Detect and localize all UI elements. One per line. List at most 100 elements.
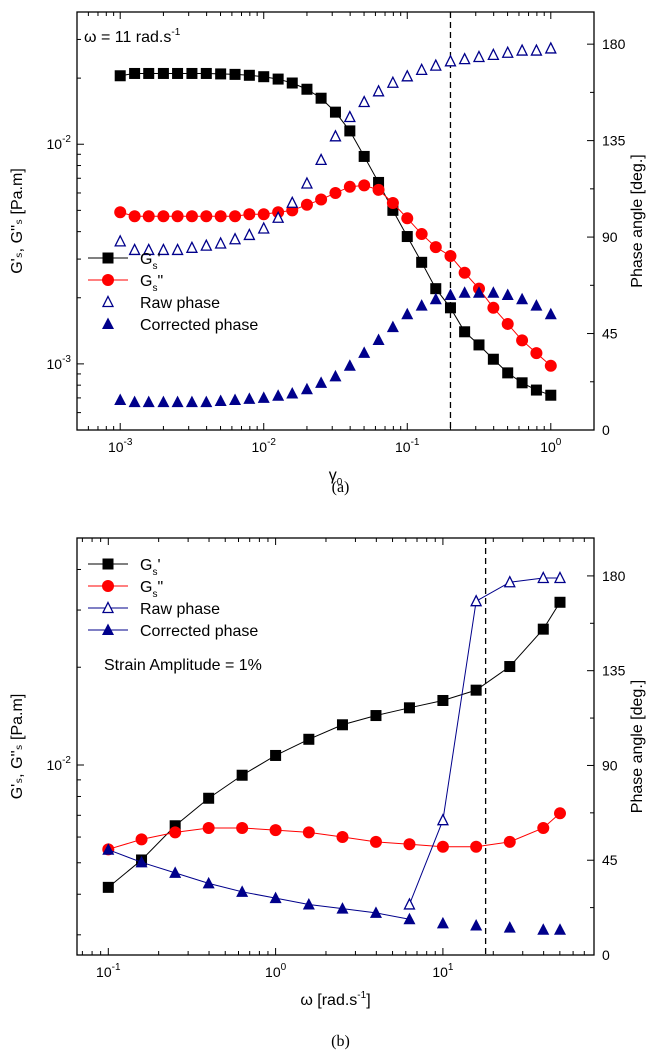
data-point xyxy=(200,210,213,223)
data-point xyxy=(114,70,126,82)
legend-marker xyxy=(102,252,114,264)
data-point xyxy=(171,395,184,408)
legend-label: Raw phase xyxy=(140,601,220,618)
data-point xyxy=(470,919,483,931)
data-point xyxy=(171,242,184,256)
x-tick-label: 10-1 xyxy=(395,437,420,455)
data-point xyxy=(444,249,457,262)
data-point xyxy=(315,376,328,388)
data-point xyxy=(315,92,327,104)
data-point xyxy=(501,45,514,58)
series-corrected-phase xyxy=(102,843,566,935)
legend-marker xyxy=(102,317,114,329)
data-point xyxy=(501,317,514,330)
data-point xyxy=(458,52,471,65)
data-point xyxy=(373,176,385,188)
data-point xyxy=(444,54,457,67)
x-tick-label: 101 xyxy=(432,962,454,980)
data-point xyxy=(537,623,549,635)
data-point xyxy=(203,792,215,804)
y-tick-label: 10-2 xyxy=(47,755,72,773)
data-point xyxy=(503,575,516,588)
data-point xyxy=(200,238,213,251)
data-point xyxy=(185,210,198,223)
data-point xyxy=(386,320,399,333)
data-point xyxy=(114,393,127,405)
data-point xyxy=(343,359,356,371)
data-point xyxy=(516,334,529,347)
series-gs- xyxy=(114,179,557,372)
data-point xyxy=(315,193,328,206)
y-axis-label: G'ₛ, G''ₛ [Pa.m] xyxy=(9,694,26,800)
y-axis-label: G'ₛ, G''ₛ [Pa.m] xyxy=(9,168,26,274)
data-point xyxy=(504,661,516,673)
data-point xyxy=(372,183,385,196)
x-axis-label: ω [rad.s-1] xyxy=(300,990,370,1009)
data-point xyxy=(444,288,457,300)
data-point xyxy=(172,67,184,79)
annotation-text: Strain Amplitude = 1% xyxy=(104,657,262,674)
data-point xyxy=(300,176,313,189)
data-point xyxy=(530,347,543,360)
data-point xyxy=(401,212,414,225)
data-point xyxy=(487,286,500,298)
data-point xyxy=(429,241,442,254)
data-point xyxy=(102,881,114,893)
data-point xyxy=(537,923,550,935)
data-point xyxy=(329,369,342,382)
legend-label: Corrected phase xyxy=(140,317,258,334)
data-point xyxy=(553,807,566,820)
data-point xyxy=(415,62,428,76)
chart-panel-1: 10-1 100 101 10-2 0 45 90 135 180 G'ₛ, G''ₛ [Pa.m… xyxy=(9,537,646,1050)
data-point xyxy=(401,69,414,82)
data-point xyxy=(272,210,285,223)
data-point xyxy=(272,389,285,401)
data-point xyxy=(416,256,428,268)
data-point xyxy=(214,394,227,407)
data-point xyxy=(369,835,382,848)
data-point xyxy=(336,719,348,731)
data-point xyxy=(358,150,370,162)
legend-marker xyxy=(102,558,114,570)
data-point xyxy=(171,210,184,223)
y2-axis-label: Phase angle [deg.] xyxy=(629,154,646,287)
x-tick-label: 10-2 xyxy=(251,437,276,455)
data-point xyxy=(415,299,428,311)
data-point xyxy=(403,838,416,851)
data-point xyxy=(470,684,482,696)
series-gs- xyxy=(102,596,566,893)
panel-caption: (b) xyxy=(331,1033,350,1050)
y2-tick-label: 135 xyxy=(602,133,626,149)
legend-marker xyxy=(101,295,115,308)
data-point xyxy=(257,221,270,234)
data-point xyxy=(229,68,241,80)
data-point xyxy=(530,299,543,311)
data-point xyxy=(185,395,198,408)
y2-tick-label: 180 xyxy=(602,568,626,584)
data-point xyxy=(128,395,141,408)
legend-label: Raw phase xyxy=(140,295,220,312)
data-point xyxy=(157,67,169,79)
data-point xyxy=(544,359,557,372)
data-point xyxy=(516,43,529,56)
legend-marker xyxy=(102,274,114,286)
data-point xyxy=(544,41,557,54)
data-point xyxy=(516,292,529,305)
data-point xyxy=(142,242,155,256)
data-point xyxy=(503,835,516,848)
series-line xyxy=(120,184,552,367)
series-gs- xyxy=(102,807,566,856)
data-point xyxy=(329,129,342,142)
data-point xyxy=(545,389,557,401)
y2-tick-label: 45 xyxy=(602,326,618,342)
data-point xyxy=(530,384,542,396)
data-point xyxy=(553,571,567,584)
data-point xyxy=(429,58,442,71)
data-point xyxy=(503,921,516,933)
data-point xyxy=(473,339,485,351)
series-gs- xyxy=(114,67,557,401)
y2-tick-label: 90 xyxy=(602,229,618,245)
data-point xyxy=(215,68,227,80)
data-point xyxy=(336,831,349,844)
data-point xyxy=(343,110,356,123)
